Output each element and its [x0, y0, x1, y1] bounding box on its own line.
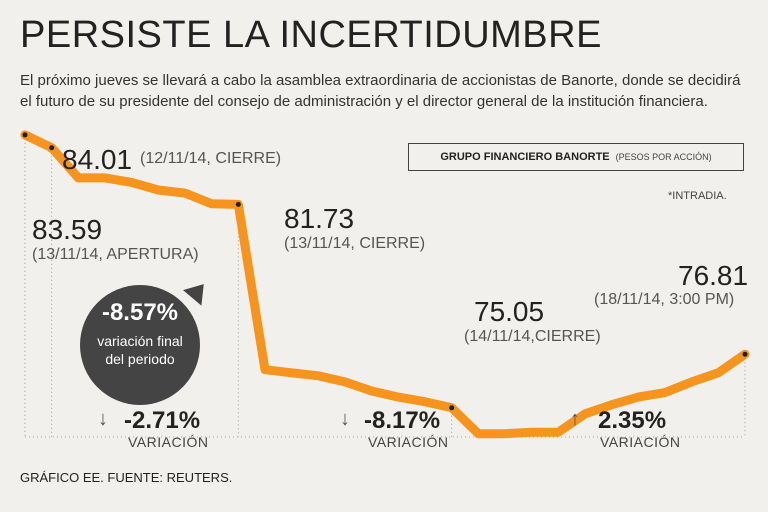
- variation-label-3: VARIACIÓN: [600, 434, 680, 450]
- source-footer: GRÁFICO EE. FUENTE: REUTERS.: [20, 470, 232, 485]
- variation-label-2: VARIACIÓN: [368, 434, 448, 450]
- variation-pct-2: -8.17%: [364, 407, 440, 435]
- down-arrow-icon: ↓: [98, 408, 108, 431]
- annotation-desc-4: (14/11/14,CIERRE): [464, 328, 601, 346]
- bubble-text: variación final del periodo: [92, 332, 188, 368]
- bubble-pct: -8.57%: [80, 299, 200, 327]
- annotation-value-3: 81.73: [284, 203, 354, 235]
- key-point-marker: [23, 132, 28, 137]
- up-arrow-icon: ↑: [570, 408, 580, 431]
- variation-label-1: VARIACIÓN: [128, 434, 208, 450]
- key-point-marker: [743, 352, 748, 357]
- total-variation-bubble: -8.57% variación final del periodo: [80, 285, 200, 405]
- annotation-value-5: 76.81: [678, 260, 748, 292]
- key-point-marker: [49, 145, 54, 150]
- annotation-desc-2: (13/11/14, APERTURA): [32, 246, 199, 264]
- variation-pct-3: 2.35%: [598, 407, 666, 435]
- annotation-value-1: 84.01: [62, 144, 132, 176]
- variation-pct-1: -2.71%: [124, 407, 200, 435]
- annotation-desc-5: (18/11/14, 3:00 PM): [594, 291, 734, 309]
- annotation-value-4: 75.05: [474, 296, 544, 328]
- annotation-desc-3: (13/11/14, CIERRE): [284, 235, 425, 253]
- key-point-marker: [449, 405, 454, 410]
- key-point-marker: [236, 202, 241, 207]
- down-arrow-icon: ↓: [340, 408, 350, 431]
- annotation-value-2: 83.59: [32, 214, 102, 246]
- annotation-desc-1: (12/11/14, CIERRE): [140, 150, 281, 168]
